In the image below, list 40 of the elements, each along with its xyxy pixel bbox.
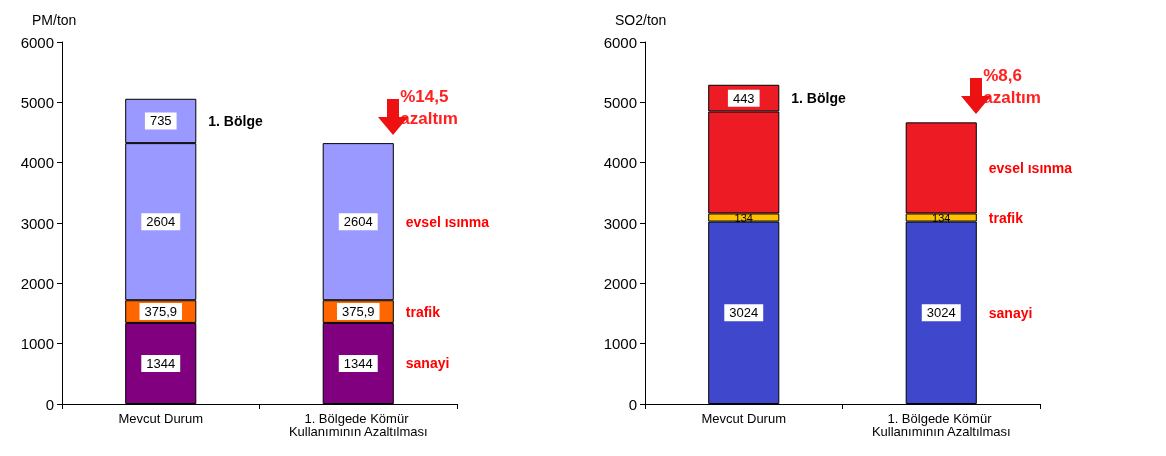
y-tick-label: 6000: [603, 33, 637, 51]
y-tick-label: 1000: [603, 335, 637, 353]
x-tick-label: 1. Bölgede Kömür Kullanımının Azaltılması: [871, 411, 1011, 439]
y-axis-title: PM/ton: [32, 12, 77, 28]
y-tick-label: 4000: [603, 154, 637, 172]
y-axis-title: SO2/ton: [615, 12, 667, 28]
y-tick-label: 5000: [603, 93, 637, 111]
data-label: 3024: [729, 305, 759, 321]
y-tick-label: 3000: [603, 214, 637, 232]
series-label: trafik: [988, 209, 1024, 226]
data-label: 443: [732, 90, 755, 106]
y-tick-label: 5000: [20, 93, 54, 111]
series-label: evsel ısınma: [988, 159, 1073, 176]
series-label: sanayi: [988, 304, 1033, 321]
y-tick-label: 1000: [20, 335, 54, 353]
series-label: 1. Bölge: [208, 112, 263, 129]
y-tick-label: 0: [628, 395, 637, 413]
data-label: 375,9: [144, 304, 178, 320]
data-label: 1344: [146, 355, 176, 371]
x-tick-label: Mevcut Durum: [118, 411, 204, 426]
y-tick-label: 2000: [603, 274, 637, 292]
data-label: 134: [932, 211, 951, 224]
y-tick-label: 0: [45, 395, 54, 413]
data-label: 2604: [146, 214, 176, 230]
series-label: trafik: [405, 303, 441, 320]
y-tick-label: 2000: [20, 274, 54, 292]
data-label: 2604: [343, 214, 373, 230]
series-label: sanayi: [405, 355, 450, 372]
y-tick-label: 3000: [20, 214, 54, 232]
x-tick-label: Mevcut Durum: [701, 411, 787, 426]
series-label: evsel ısınma: [405, 213, 490, 230]
data-label: 134: [734, 211, 753, 224]
data-label: 1344: [343, 355, 373, 371]
data-label: 735: [149, 113, 172, 129]
y-tick-label: 4000: [20, 154, 54, 172]
x-tick-label: 1. Bölgede Kömür Kullanımının Azaltılması: [288, 411, 428, 439]
series-label: 1. Bölge: [791, 90, 846, 107]
data-label: 3024: [926, 305, 956, 321]
y-tick-label: 6000: [20, 33, 54, 51]
data-label: 375,9: [341, 304, 375, 320]
